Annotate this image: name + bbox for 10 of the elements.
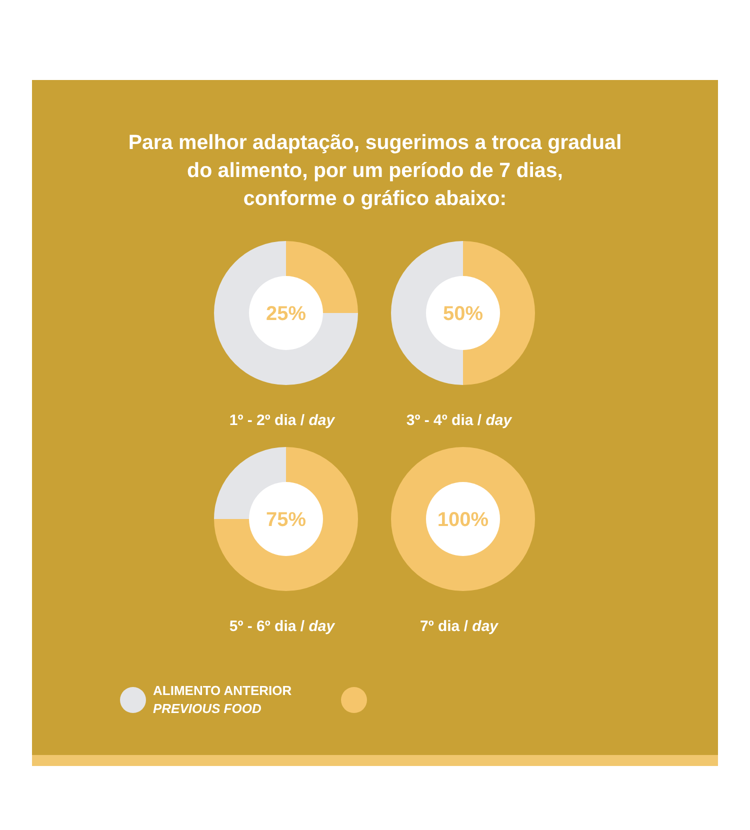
legend-label: ALIMENTO ANTERIOR PREVIOUS FOOD [153, 683, 292, 716]
text: 50% [442, 303, 484, 325]
text: 25% [266, 303, 306, 325]
text: 5º - 6º dia / day [229, 618, 336, 635]
chart-title: Para melhor adaptação, sugerimos a troca gradual do alimento, por um período de 7 dias, conforme o gráfico abaixo: [128, 131, 622, 210]
text: 75% [266, 509, 306, 531]
text: 3º - 4º dia / day [406, 412, 512, 429]
text: 1º - 2º dia / day [229, 412, 336, 429]
text: 100% [437, 509, 489, 531]
text: 7º dia / day [420, 618, 499, 635]
